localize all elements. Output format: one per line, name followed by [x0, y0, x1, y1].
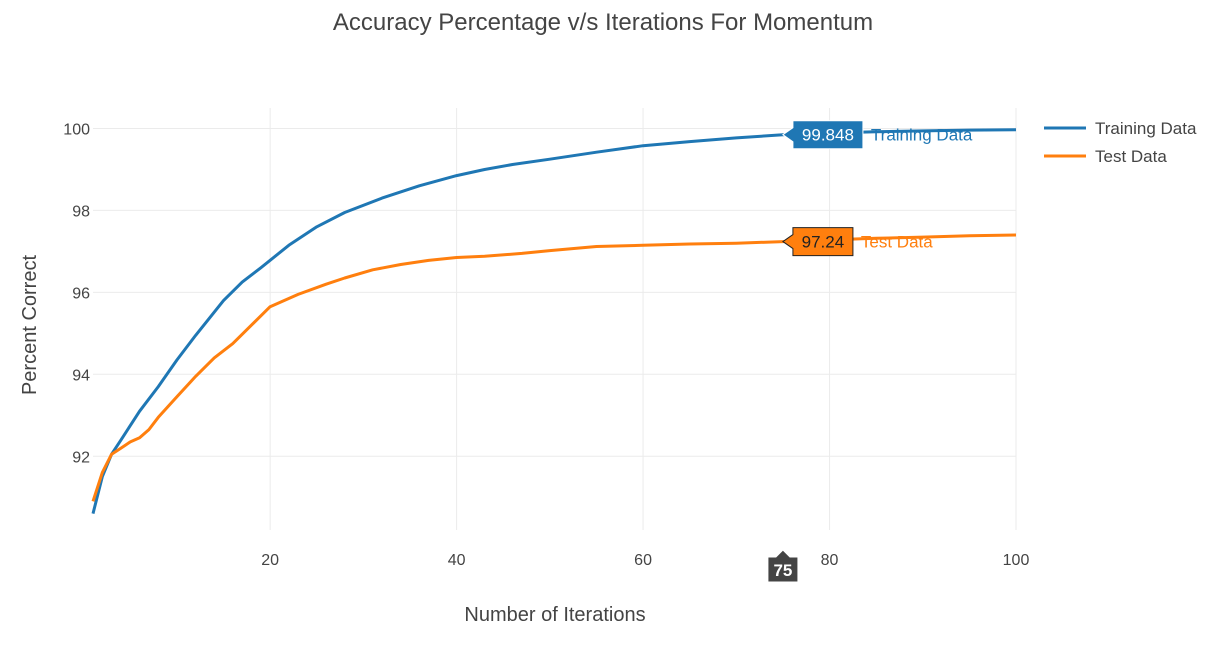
y-axis-title: Percent Correct — [19, 255, 41, 395]
hover-value: 97.24 — [802, 233, 845, 252]
y-tick-label: 100 — [63, 121, 90, 138]
hover-labels: 99.848 Training Data 97.24 Test Data 75 — [767, 120, 973, 583]
legend-label: Training Data — [1095, 119, 1197, 138]
x-axis-title: Number of Iterations — [464, 604, 645, 626]
legend-item[interactable]: Training Data — [1044, 119, 1197, 138]
x-axis: 20 40 60 80 100 — [261, 552, 1029, 569]
x-tick-label: 20 — [261, 552, 279, 569]
x-tick-label: 80 — [821, 552, 839, 569]
x-tick-label: 60 — [634, 552, 652, 569]
y-axis: 92 94 96 98 100 — [63, 121, 90, 466]
x-tick-label: 40 — [448, 552, 466, 569]
hover-box — [782, 120, 864, 150]
series-line-test-data[interactable] — [91, 233, 1017, 502]
legend-label: Test Data — [1095, 147, 1167, 166]
hover-x-value: 75 — [773, 561, 792, 580]
legend[interactable]: Training Data Test Data — [1044, 119, 1197, 166]
y-tick-label: 92 — [72, 449, 90, 466]
legend-item[interactable]: Test Data — [1044, 147, 1167, 166]
y-tick-label: 98 — [72, 203, 90, 220]
hover-x-box — [767, 549, 799, 583]
y-tick-label: 96 — [72, 285, 90, 302]
x-tick-label: 100 — [1003, 552, 1030, 569]
hover-box — [782, 227, 854, 257]
hover-series-name: Training Data — [871, 126, 973, 145]
hover-value: 99.848 — [802, 126, 854, 145]
hover-series-name: Test Data — [861, 233, 933, 252]
chart-title: Accuracy Percentage v/s Iterations For M… — [333, 9, 873, 36]
grid — [93, 108, 1017, 530]
y-tick-label: 94 — [72, 367, 90, 384]
